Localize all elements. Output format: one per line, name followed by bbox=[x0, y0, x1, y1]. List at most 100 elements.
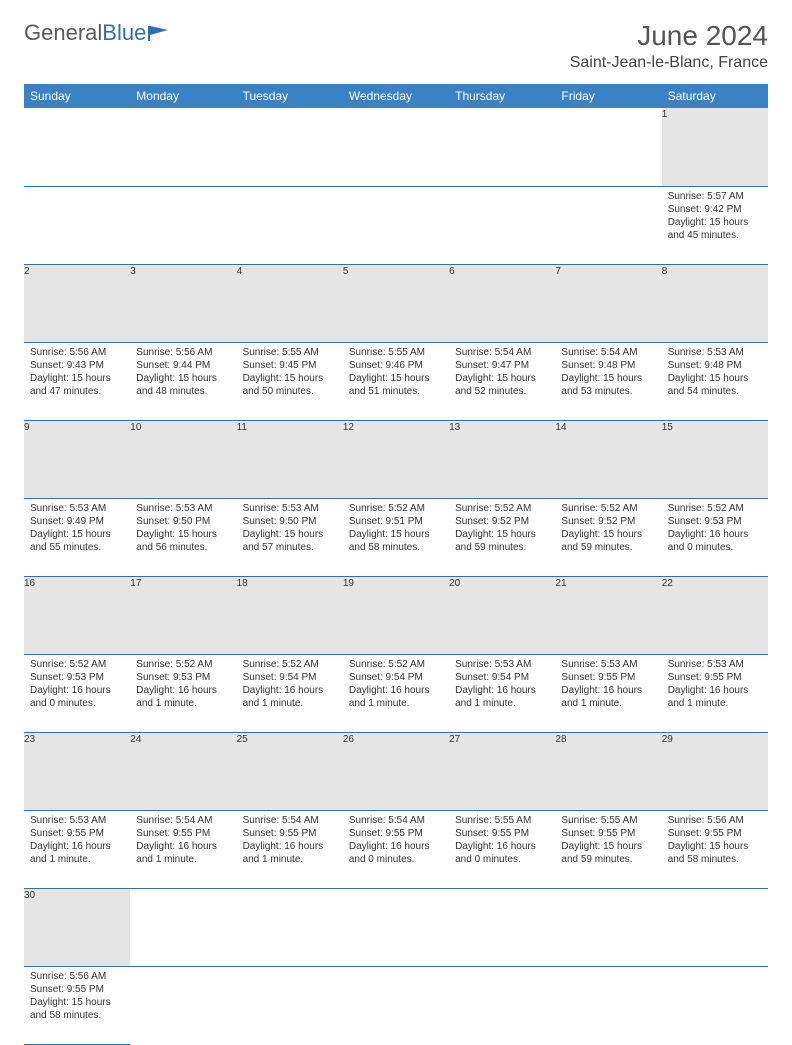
daylight-text: Daylight: 15 hours and 48 minutes. bbox=[136, 372, 230, 398]
day-body-row: Sunrise: 5:56 AMSunset: 9:43 PMDaylight:… bbox=[24, 342, 768, 420]
sunrise-text: Sunrise: 5:54 AM bbox=[243, 814, 337, 827]
day-number: 28 bbox=[555, 732, 661, 810]
day-cell: Sunrise: 5:53 AMSunset: 9:50 PMDaylight:… bbox=[237, 498, 343, 576]
sunset-text: Sunset: 9:54 PM bbox=[349, 671, 443, 684]
day-number: 23 bbox=[24, 732, 130, 810]
empty-cell bbox=[662, 966, 768, 1044]
weekday-header: Friday bbox=[555, 84, 661, 108]
sunrise-text: Sunrise: 5:52 AM bbox=[561, 502, 655, 515]
empty-cell bbox=[24, 186, 130, 264]
day-cell: Sunrise: 5:55 AMSunset: 9:55 PMDaylight:… bbox=[449, 810, 555, 888]
day-cell: Sunrise: 5:52 AMSunset: 9:52 PMDaylight:… bbox=[449, 498, 555, 576]
sunrise-text: Sunrise: 5:55 AM bbox=[455, 814, 549, 827]
day-number: 4 bbox=[237, 264, 343, 342]
sunrise-text: Sunrise: 5:53 AM bbox=[668, 658, 762, 671]
sunset-text: Sunset: 9:53 PM bbox=[30, 671, 124, 684]
day-number: 8 bbox=[662, 264, 768, 342]
empty-cell bbox=[237, 108, 343, 186]
daylight-text: Daylight: 15 hours and 47 minutes. bbox=[30, 372, 124, 398]
day-number: 6 bbox=[449, 264, 555, 342]
day-number: 24 bbox=[130, 732, 236, 810]
empty-cell bbox=[130, 108, 236, 186]
day-number: 16 bbox=[24, 576, 130, 654]
day-number: 13 bbox=[449, 420, 555, 498]
daylight-text: Daylight: 16 hours and 0 minutes. bbox=[30, 684, 124, 710]
sunset-text: Sunset: 9:55 PM bbox=[561, 671, 655, 684]
sunrise-text: Sunrise: 5:54 AM bbox=[136, 814, 230, 827]
day-cell: Sunrise: 5:52 AMSunset: 9:54 PMDaylight:… bbox=[343, 654, 449, 732]
daynum-row: 23242526272829 bbox=[24, 732, 768, 810]
weekday-header: Saturday bbox=[662, 84, 768, 108]
sunset-text: Sunset: 9:45 PM bbox=[243, 359, 337, 372]
day-body-row: Sunrise: 5:52 AMSunset: 9:53 PMDaylight:… bbox=[24, 654, 768, 732]
sunrise-text: Sunrise: 5:52 AM bbox=[349, 658, 443, 671]
daylight-text: Daylight: 16 hours and 1 minute. bbox=[243, 840, 337, 866]
day-number: 26 bbox=[343, 732, 449, 810]
sunrise-text: Sunrise: 5:56 AM bbox=[668, 814, 762, 827]
daylight-text: Daylight: 15 hours and 59 minutes. bbox=[561, 840, 655, 866]
empty-cell bbox=[237, 966, 343, 1044]
day-number: 15 bbox=[662, 420, 768, 498]
daylight-text: Daylight: 15 hours and 53 minutes. bbox=[561, 372, 655, 398]
day-cell: Sunrise: 5:56 AMSunset: 9:55 PMDaylight:… bbox=[24, 966, 130, 1044]
daynum-row: 30 bbox=[24, 888, 768, 966]
weekday-header: Wednesday bbox=[343, 84, 449, 108]
day-cell: Sunrise: 5:53 AMSunset: 9:54 PMDaylight:… bbox=[449, 654, 555, 732]
daylight-text: Daylight: 15 hours and 52 minutes. bbox=[455, 372, 549, 398]
day-number: 10 bbox=[130, 420, 236, 498]
day-number: 3 bbox=[130, 264, 236, 342]
sunset-text: Sunset: 9:46 PM bbox=[349, 359, 443, 372]
sunrise-text: Sunrise: 5:55 AM bbox=[349, 346, 443, 359]
day-cell: Sunrise: 5:57 AMSunset: 9:42 PMDaylight:… bbox=[662, 186, 768, 264]
day-cell: Sunrise: 5:52 AMSunset: 9:53 PMDaylight:… bbox=[130, 654, 236, 732]
daylight-text: Daylight: 16 hours and 0 minutes. bbox=[349, 840, 443, 866]
sunrise-text: Sunrise: 5:57 AM bbox=[668, 190, 762, 203]
day-body-row: Sunrise: 5:53 AMSunset: 9:49 PMDaylight:… bbox=[24, 498, 768, 576]
daylight-text: Daylight: 15 hours and 45 minutes. bbox=[668, 216, 762, 242]
flag-icon bbox=[148, 24, 170, 42]
daynum-row: 1 bbox=[24, 108, 768, 186]
sunrise-text: Sunrise: 5:54 AM bbox=[455, 346, 549, 359]
sunrise-text: Sunrise: 5:53 AM bbox=[30, 502, 124, 515]
sunset-text: Sunset: 9:55 PM bbox=[561, 827, 655, 840]
daylight-text: Daylight: 15 hours and 58 minutes. bbox=[668, 840, 762, 866]
daylight-text: Daylight: 16 hours and 1 minute. bbox=[30, 840, 124, 866]
daylight-text: Daylight: 15 hours and 59 minutes. bbox=[455, 528, 549, 554]
day-number: 29 bbox=[662, 732, 768, 810]
empty-cell bbox=[237, 186, 343, 264]
daylight-text: Daylight: 16 hours and 1 minute. bbox=[668, 684, 762, 710]
logo-text: GeneralBlue bbox=[24, 20, 146, 46]
empty-cell bbox=[130, 186, 236, 264]
sunrise-text: Sunrise: 5:52 AM bbox=[30, 658, 124, 671]
weekday-header: Sunday bbox=[24, 84, 130, 108]
day-number: 7 bbox=[555, 264, 661, 342]
day-cell: Sunrise: 5:52 AMSunset: 9:54 PMDaylight:… bbox=[237, 654, 343, 732]
day-number: 20 bbox=[449, 576, 555, 654]
sunset-text: Sunset: 9:55 PM bbox=[30, 983, 124, 996]
sunrise-text: Sunrise: 5:53 AM bbox=[561, 658, 655, 671]
sunset-text: Sunset: 9:47 PM bbox=[455, 359, 549, 372]
day-cell: Sunrise: 5:55 AMSunset: 9:55 PMDaylight:… bbox=[555, 810, 661, 888]
daynum-row: 2345678 bbox=[24, 264, 768, 342]
sunrise-text: Sunrise: 5:53 AM bbox=[668, 346, 762, 359]
daylight-text: Daylight: 15 hours and 54 minutes. bbox=[668, 372, 762, 398]
day-number: 18 bbox=[237, 576, 343, 654]
day-cell: Sunrise: 5:54 AMSunset: 9:48 PMDaylight:… bbox=[555, 342, 661, 420]
sunset-text: Sunset: 9:50 PM bbox=[136, 515, 230, 528]
sunset-text: Sunset: 9:52 PM bbox=[561, 515, 655, 528]
logo-text-general: General bbox=[24, 20, 102, 45]
empty-cell bbox=[449, 108, 555, 186]
daylight-text: Daylight: 16 hours and 1 minute. bbox=[136, 840, 230, 866]
sunset-text: Sunset: 9:48 PM bbox=[668, 359, 762, 372]
day-cell: Sunrise: 5:54 AMSunset: 9:55 PMDaylight:… bbox=[237, 810, 343, 888]
header: GeneralBlue June 2024 Saint-Jean-le-Blan… bbox=[24, 20, 768, 72]
sunrise-text: Sunrise: 5:55 AM bbox=[243, 346, 337, 359]
daynum-row: 16171819202122 bbox=[24, 576, 768, 654]
day-cell: Sunrise: 5:53 AMSunset: 9:48 PMDaylight:… bbox=[662, 342, 768, 420]
sunset-text: Sunset: 9:55 PM bbox=[30, 827, 124, 840]
day-cell: Sunrise: 5:54 AMSunset: 9:47 PMDaylight:… bbox=[449, 342, 555, 420]
sunset-text: Sunset: 9:55 PM bbox=[349, 827, 443, 840]
day-number: 12 bbox=[343, 420, 449, 498]
day-cell: Sunrise: 5:55 AMSunset: 9:46 PMDaylight:… bbox=[343, 342, 449, 420]
daylight-text: Daylight: 15 hours and 59 minutes. bbox=[561, 528, 655, 554]
